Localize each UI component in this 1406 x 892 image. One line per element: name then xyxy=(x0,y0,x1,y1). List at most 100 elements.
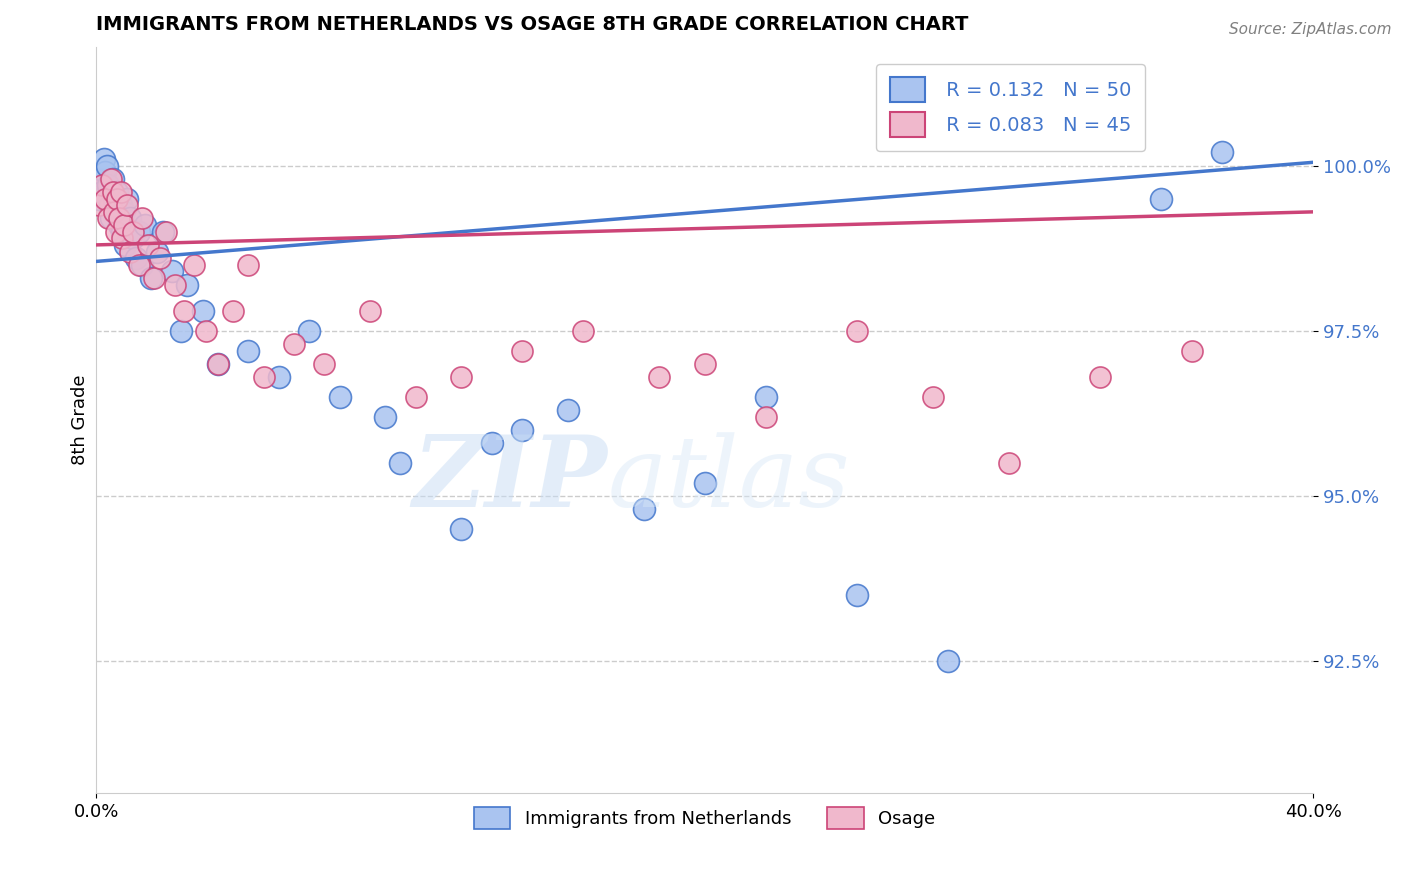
Point xyxy=(845,324,868,338)
Point xyxy=(98,198,121,212)
Point xyxy=(162,264,184,278)
Point xyxy=(107,192,129,206)
Point xyxy=(165,277,187,292)
Point xyxy=(97,211,120,226)
Point xyxy=(108,218,131,232)
Point xyxy=(89,198,111,212)
Point xyxy=(238,258,260,272)
Point xyxy=(143,271,166,285)
Point xyxy=(170,324,193,338)
Point xyxy=(557,403,579,417)
Point xyxy=(107,185,129,199)
Point xyxy=(134,218,156,232)
Point xyxy=(648,370,671,384)
Point xyxy=(118,211,141,226)
Point xyxy=(103,205,125,219)
Point xyxy=(100,171,122,186)
Point xyxy=(1150,192,1173,206)
Point xyxy=(693,357,716,371)
Point xyxy=(128,225,150,239)
Point xyxy=(1180,343,1202,358)
Point xyxy=(131,258,153,272)
Point xyxy=(131,211,153,226)
Point xyxy=(93,152,115,166)
Point xyxy=(998,456,1021,470)
Point xyxy=(111,231,134,245)
Point xyxy=(100,211,122,226)
Text: ZIP: ZIP xyxy=(412,432,607,528)
Point xyxy=(450,370,472,384)
Point xyxy=(121,231,143,245)
Point xyxy=(108,211,131,226)
Point xyxy=(114,238,136,252)
Text: atlas: atlas xyxy=(607,432,851,527)
Point xyxy=(155,225,177,239)
Legend: Immigrants from Netherlands, Osage: Immigrants from Netherlands, Osage xyxy=(467,800,942,837)
Point xyxy=(139,271,162,285)
Point xyxy=(1090,370,1112,384)
Point xyxy=(191,304,214,318)
Point xyxy=(936,654,959,668)
Point xyxy=(125,251,148,265)
Point xyxy=(110,198,132,212)
Point xyxy=(510,423,533,437)
Point xyxy=(101,171,124,186)
Point xyxy=(222,304,245,318)
Point xyxy=(283,337,305,351)
Point xyxy=(115,198,138,212)
Point xyxy=(128,258,150,272)
Point xyxy=(389,456,412,470)
Point xyxy=(121,225,143,239)
Point xyxy=(252,370,274,384)
Point xyxy=(207,357,229,371)
Point xyxy=(922,390,945,404)
Point xyxy=(329,390,352,404)
Point xyxy=(110,185,132,199)
Point xyxy=(97,178,120,193)
Point xyxy=(176,277,198,292)
Point xyxy=(405,390,427,404)
Point xyxy=(89,192,111,206)
Point xyxy=(510,343,533,358)
Point xyxy=(173,304,195,318)
Point xyxy=(90,171,112,186)
Point xyxy=(104,205,127,219)
Point xyxy=(183,258,205,272)
Point xyxy=(111,225,134,239)
Point xyxy=(845,588,868,602)
Point xyxy=(91,178,114,193)
Point xyxy=(314,357,336,371)
Point xyxy=(96,159,118,173)
Point xyxy=(238,343,260,358)
Point xyxy=(136,238,159,252)
Point xyxy=(194,324,217,338)
Point xyxy=(152,225,174,239)
Point xyxy=(359,304,381,318)
Point xyxy=(572,324,595,338)
Point xyxy=(755,409,778,424)
Point xyxy=(94,192,117,206)
Point xyxy=(112,205,135,219)
Point xyxy=(267,370,290,384)
Point xyxy=(115,192,138,206)
Point xyxy=(633,502,655,516)
Point xyxy=(118,244,141,259)
Point xyxy=(94,165,117,179)
Point xyxy=(374,409,396,424)
Text: Source: ZipAtlas.com: Source: ZipAtlas.com xyxy=(1229,22,1392,37)
Y-axis label: 8th Grade: 8th Grade xyxy=(72,375,89,466)
Point xyxy=(149,251,172,265)
Point xyxy=(481,436,503,450)
Point xyxy=(112,218,135,232)
Point xyxy=(755,390,778,404)
Point xyxy=(450,522,472,536)
Point xyxy=(207,357,229,371)
Point xyxy=(298,324,321,338)
Point xyxy=(101,185,124,199)
Point xyxy=(91,185,114,199)
Point xyxy=(104,225,127,239)
Text: IMMIGRANTS FROM NETHERLANDS VS OSAGE 8TH GRADE CORRELATION CHART: IMMIGRANTS FROM NETHERLANDS VS OSAGE 8TH… xyxy=(96,15,969,34)
Point xyxy=(146,244,169,259)
Point xyxy=(1211,145,1233,160)
Point xyxy=(103,192,125,206)
